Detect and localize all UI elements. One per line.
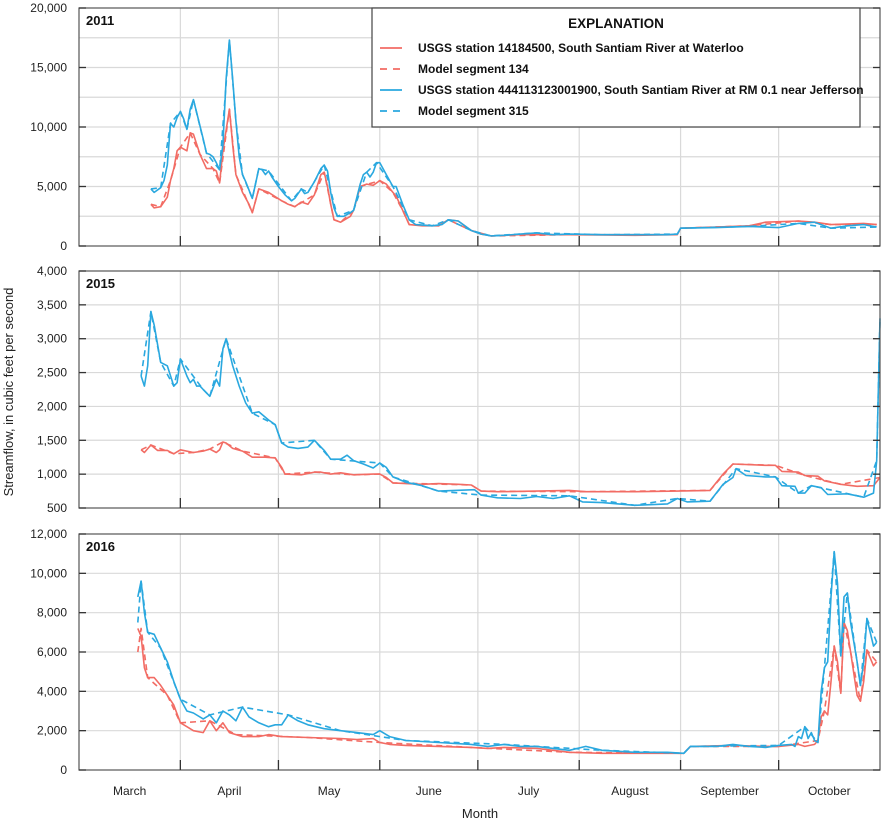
- month-label: April: [217, 784, 241, 798]
- legend: EXPLANATION USGS station 14184500, South …: [371, 7, 864, 128]
- legend-entry-label: Model segment 134: [418, 62, 529, 76]
- y-tick-label: 10,000: [30, 120, 67, 134]
- y-tick-label: 5,000: [37, 180, 67, 194]
- y-tick-label: 3,000: [37, 332, 67, 346]
- series-line-4: [150, 39, 877, 237]
- y-tick-label: 1,000: [37, 467, 67, 481]
- y-tick-label: 500: [47, 501, 67, 515]
- y-tick-label: 3,500: [37, 298, 67, 312]
- series-line-2: [137, 621, 878, 755]
- y-tick-label: 2,000: [37, 399, 67, 413]
- x-axis-label: Month: [462, 806, 498, 821]
- y-tick-label: 1,500: [37, 433, 67, 447]
- y-tick-label: 0: [60, 763, 67, 777]
- y-tick-label: 20,000: [30, 1, 67, 15]
- y-tick-label: 4,000: [37, 264, 67, 278]
- month-label: March: [113, 784, 146, 798]
- y-tick-label: 8,000: [37, 606, 67, 620]
- y-tick-label: 10,000: [30, 566, 67, 580]
- legend-title: EXPLANATION: [568, 16, 664, 31]
- series-line-4: [140, 310, 881, 507]
- series-line-2: [150, 108, 877, 237]
- series-line-1: [150, 108, 877, 237]
- y-axis-label: Streamflow, in cubic feet per second: [1, 288, 16, 497]
- month-label: August: [611, 784, 649, 798]
- panel-year-label: 2015: [86, 276, 115, 291]
- month-label: May: [318, 784, 341, 798]
- y-tick-label: 6,000: [37, 645, 67, 659]
- month-label: September: [700, 784, 759, 798]
- series-line-3: [150, 39, 877, 237]
- y-tick-label: 2,500: [37, 366, 67, 380]
- legend-entry-label: Model segment 315: [418, 104, 529, 118]
- month-label: July: [518, 784, 539, 798]
- legend-box: [371, 7, 861, 128]
- legend-entry-label: USGS station 444113123001900, South Sant…: [418, 83, 864, 97]
- plot-frame: [78, 270, 881, 509]
- series-line-1: [137, 621, 878, 755]
- y-tick-label: 0: [60, 239, 67, 253]
- panel-year-label: 2016: [86, 539, 115, 554]
- y-tick-label: 2,000: [37, 724, 67, 738]
- y-tick-label: 15,000: [30, 61, 67, 75]
- panel-year-label: 2011: [86, 13, 114, 28]
- series-line-2: [140, 441, 881, 493]
- month-labels: March April May June July August September Octo…: [113, 784, 851, 798]
- y-tick-label: 4,000: [37, 684, 67, 698]
- month-label: October: [808, 784, 851, 798]
- y-tick-label: 12,000: [30, 527, 67, 541]
- legend-entry-label: USGS station 14184500, South Santiam Riv…: [418, 41, 744, 55]
- series-line-1: [140, 441, 881, 493]
- panel-2015: 500 1,000 1,500 2,000 2,500 3,000 3,500 4,000 20…: [37, 264, 881, 515]
- month-label: June: [416, 784, 442, 798]
- series-line-3: [140, 310, 881, 507]
- panel-2016: 0 2,000 4,000 6,000 8,000 10,000 12,000 2016: [30, 527, 881, 777]
